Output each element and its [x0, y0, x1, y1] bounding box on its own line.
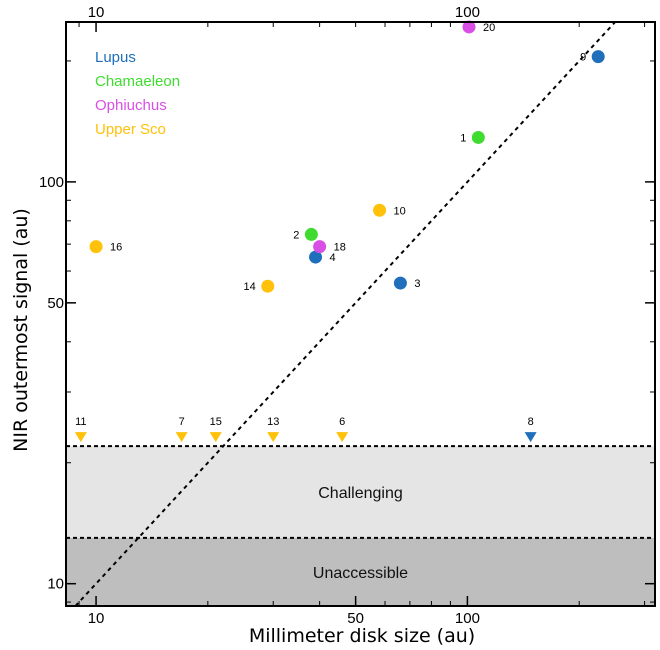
point-label: 1: [460, 132, 466, 144]
x-tick-label: 100: [455, 610, 480, 627]
legend-entry: Upper Sco: [95, 121, 166, 138]
point-upper-sco: [89, 240, 103, 254]
upper-limit-label: 7: [179, 416, 185, 428]
y-tick-label: 100: [39, 174, 64, 191]
point-ophiuchus: [462, 20, 476, 34]
upper-limit-label: 13: [267, 416, 279, 428]
y-tick-label: 10: [47, 576, 64, 593]
legend-entry: Chamaeleon: [95, 73, 180, 90]
point-upper-sco: [373, 203, 387, 217]
point-label: 18: [334, 242, 346, 254]
plot-frame: [65, 21, 656, 607]
point-lupus: [591, 50, 605, 64]
major-ticks: 10 50 100 10 100 10 50 100: [39, 4, 655, 627]
point-label: 3: [414, 278, 420, 290]
point-chamaeleon: [471, 130, 485, 144]
point-label: 10: [394, 205, 406, 217]
point-label: 4: [330, 252, 336, 264]
region-challenging: [66, 446, 655, 538]
region-unaccessible: [66, 537, 655, 606]
upper-limit-marker: [524, 432, 537, 443]
upper-limit-label: 11: [75, 416, 86, 428]
legend: Lupus Chamaeleon Ophiuchus Upper Sco: [95, 49, 180, 138]
upper-limit-label: 6: [339, 416, 345, 428]
point-chamaeleon: [304, 227, 318, 241]
point-label: 16: [110, 242, 122, 254]
upper-limit-marker: [209, 432, 222, 443]
x-top-tick-label: 100: [455, 4, 480, 21]
region-label-unaccessible: Unaccessible: [313, 565, 408, 582]
regions-layer: Challenging Unaccessible: [66, 445, 655, 606]
upper-limit-label: 15: [210, 416, 222, 428]
upper-limit-marker: [267, 432, 280, 443]
upper-limit-marker: [175, 432, 188, 443]
point-lupus: [393, 276, 407, 290]
upper-limit-marker: [74, 432, 87, 443]
y-tick-label: 50: [47, 295, 64, 312]
x-tick-label: 10: [88, 610, 105, 627]
legend-entry: Lupus: [95, 49, 136, 66]
point-label: 2: [293, 229, 299, 241]
point-ophiuchus: [313, 240, 327, 254]
region-label-challenging: Challenging: [318, 485, 403, 502]
legend-entry: Ophiuchus: [95, 97, 167, 114]
upper-limit-marker: [336, 432, 349, 443]
point-label: 14: [244, 281, 256, 293]
point-label: 9: [580, 52, 586, 64]
point-label: 20: [483, 22, 495, 34]
point-lupus: [309, 250, 323, 264]
upper-limit-label: 8: [528, 416, 534, 428]
point-upper-sco: [261, 279, 275, 293]
x-top-tick-label: 10: [88, 4, 105, 21]
x-axis-title: Millimeter disk size (au): [249, 625, 475, 647]
x-tick-label: 50: [347, 610, 364, 627]
markers-layer: 9 4 3 1 2 20 18 16 10 14 11 7 15 13 6 8: [74, 20, 605, 443]
y-axis-title: NIR outermost signal (au): [10, 208, 32, 452]
